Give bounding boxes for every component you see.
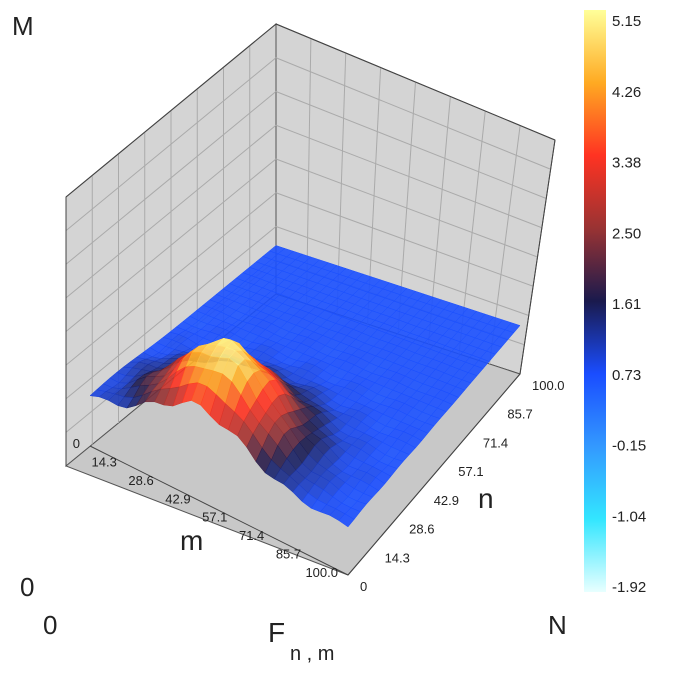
colorbar-tick-label: 0.73 [612, 367, 641, 384]
formula-main: F [268, 617, 285, 648]
corner-label-zero-upper: 0 [20, 572, 34, 602]
colorbar-tick-label: 4.26 [612, 84, 641, 101]
grid-lines [65, 38, 551, 445]
n-axis-label: n [478, 483, 494, 514]
front-edges [65, 23, 556, 576]
corner-label-zero-lower: 0 [43, 610, 57, 640]
colorbar-ticks: 5.15 4.26 3.38 2.50 1.61 0.73 -0.15 -1.04 -1.92 [612, 13, 646, 596]
m-tick-label: 100.0 [305, 565, 338, 580]
m-tick-label: 14.3 [92, 454, 117, 469]
grid-line [65, 226, 277, 400]
n-tick-label: 100.0 [532, 378, 565, 393]
colorbar-strip [584, 10, 606, 592]
m-axis-ticks: 0 14.3 28.6 42.9 57.1 71.4 85.7 100.0 [73, 436, 338, 580]
colorbar-tick-label: -0.15 [612, 438, 646, 455]
n-tick-label: 0 [360, 579, 367, 594]
n-tick-label: 14.3 [385, 550, 410, 565]
top-edge-left [65, 23, 277, 198]
front-edge-right [519, 139, 556, 375]
surface-plot [89, 245, 521, 528]
corner-label-m: M [12, 11, 34, 41]
n-tick-label: 28.6 [409, 522, 434, 537]
axis-n-edge [347, 373, 521, 576]
m-tick-label: 71.4 [239, 528, 264, 543]
formula-subscript: n , m [290, 643, 334, 665]
grid-line [275, 158, 538, 258]
colorbar-tick-label: 3.38 [612, 155, 641, 172]
m-axis-label: m [180, 525, 203, 556]
m-tick-label: 42.9 [165, 491, 190, 506]
n-tick-label: 85.7 [507, 407, 532, 422]
grid-line [275, 226, 529, 316]
m-tick-label: 28.6 [128, 473, 153, 488]
colorbar-tick-label: 5.15 [612, 13, 641, 30]
m-tick-label: 85.7 [276, 547, 301, 562]
top-edge-right [275, 23, 556, 141]
colorbar-tick-label: 1.61 [612, 296, 641, 313]
colorbar-tick-label: -1.92 [612, 579, 646, 596]
grid-line [65, 192, 277, 366]
n-tick-label: 42.9 [434, 493, 459, 508]
n-axis-ticks: 100.085.7 71.457.1 42.928.6 14.3 0 [360, 378, 565, 594]
corner-label-n: N [548, 610, 567, 640]
colorbar: 5.15 4.26 3.38 2.50 1.61 0.73 -0.15 -1.04 -1.92 [584, 10, 646, 596]
n-tick-label: 71.4 [483, 435, 508, 450]
n-tick-label: 57.1 [458, 464, 483, 479]
grid-line [275, 192, 534, 287]
grid-line [65, 158, 277, 332]
colorbar-tick-label: 2.50 [612, 225, 641, 242]
surface-patch [338, 513, 355, 528]
m-tick-label: 0 [73, 436, 80, 451]
colorbar-tick-label: -1.04 [612, 508, 646, 525]
m-tick-label: 57.1 [202, 510, 227, 525]
axis-m-edge [89, 445, 349, 576]
